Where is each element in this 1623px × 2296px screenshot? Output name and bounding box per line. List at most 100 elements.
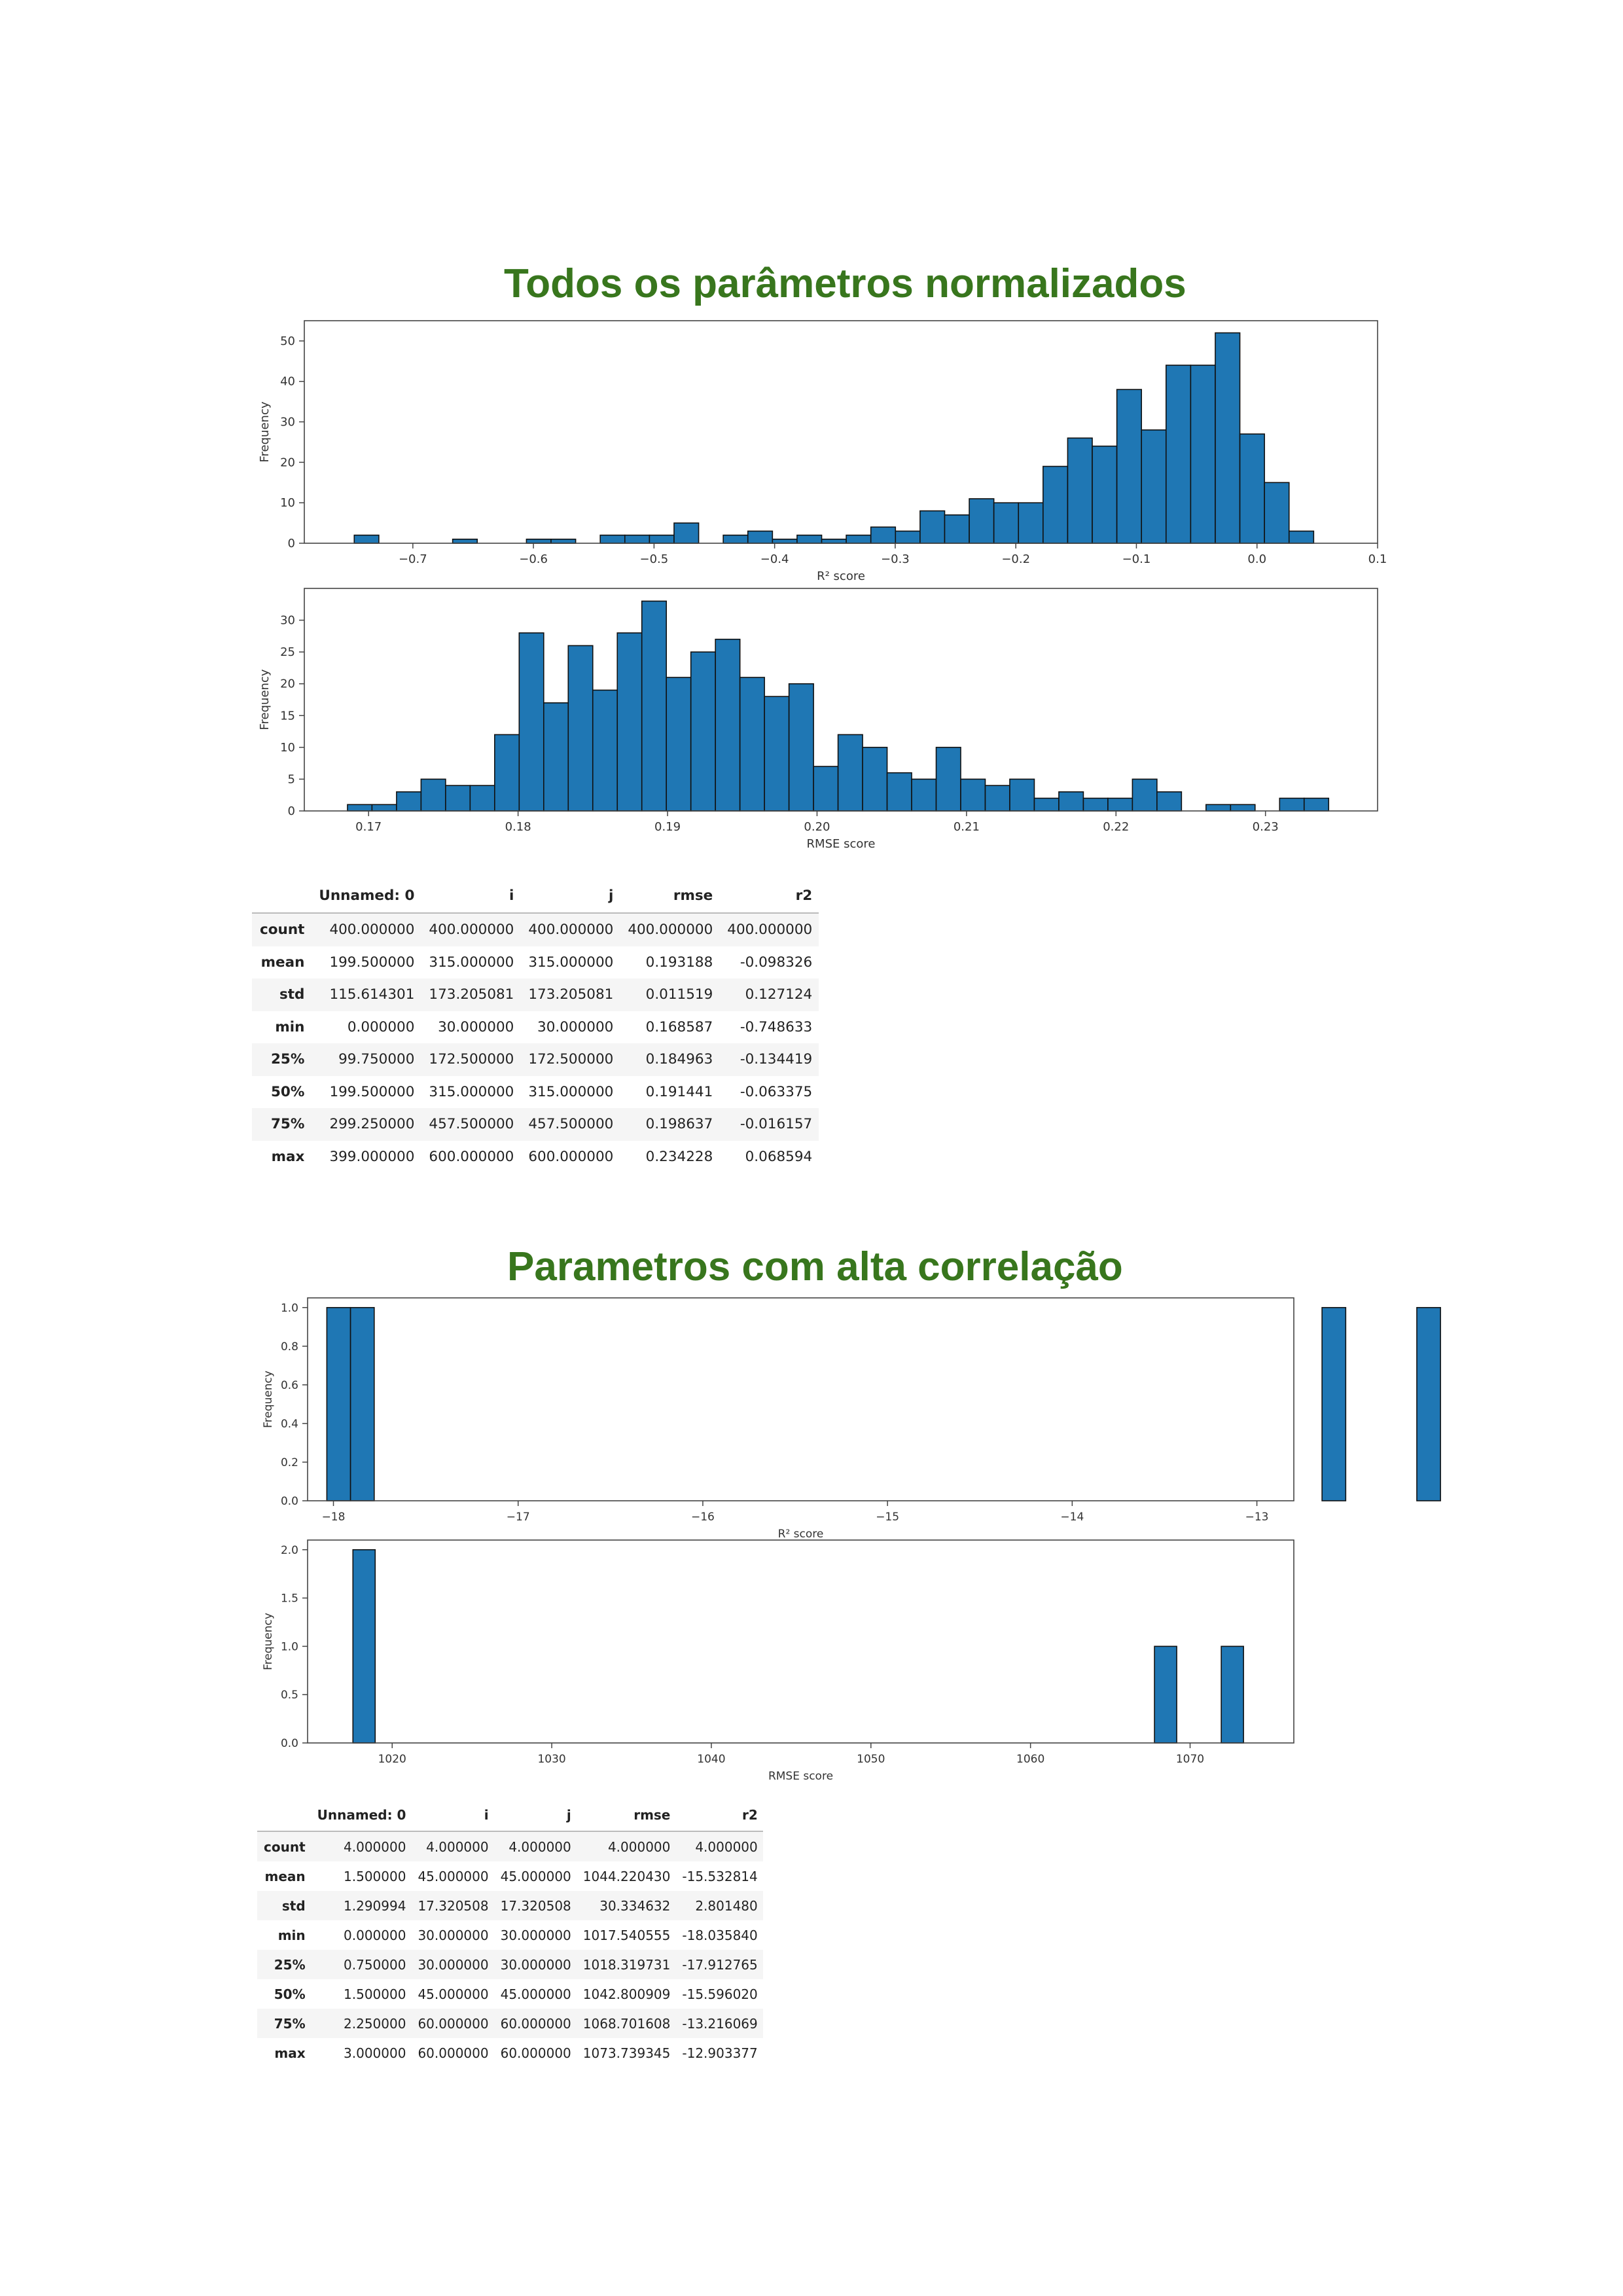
table-row: min 0.000000 30.000000 30.000000 1017.540555… <box>257 1920 763 1950</box>
table-cell: 30.000000 <box>418 1927 489 1943</box>
table-cell: 115.614301 <box>329 986 415 1003</box>
table-cell: 457.500000 <box>528 1116 614 1133</box>
table-cell: 60.000000 <box>500 2015 571 2032</box>
x-axis-label: R² score <box>778 1528 824 1541</box>
table-cell: 400.000000 <box>429 922 514 939</box>
table-cell: -0.016157 <box>740 1116 813 1133</box>
table-cell: 4.000000 <box>508 1839 571 1855</box>
table-cell: 45.000000 <box>418 1986 489 2002</box>
table-header-row: Unnamed: 0 i j rmse r2 <box>252 878 819 914</box>
histogram-bar <box>715 638 741 812</box>
table-cell: 1017.540555 <box>582 1927 671 1943</box>
x-tick-label: 1040 <box>697 1753 725 1766</box>
x-tick-label: −14 <box>1060 1511 1084 1524</box>
y-tick-label: 0 <box>288 804 295 818</box>
table-cell: -15.596020 <box>682 1986 758 2002</box>
y-axis-label: Frequency <box>262 1613 275 1670</box>
histogram-bar <box>352 1549 376 1744</box>
y-tick-label: 15 <box>280 709 295 723</box>
table-cell: 0.000000 <box>347 1018 415 1035</box>
table-cell: -0.098326 <box>740 954 813 971</box>
column-header: i <box>421 878 521 914</box>
table-cell: 600.000000 <box>429 1148 514 1165</box>
histogram-bar <box>1067 437 1093 544</box>
table-row: min 0.000000 30.000000 30.000000 0.168587 -0.… <box>252 1011 819 1044</box>
table-row: 50% 1.500000 45.000000 45.000000 1042.800909… <box>257 1979 763 2009</box>
x-tick-label: 1060 <box>1016 1753 1044 1766</box>
y-tick-label: 2.0 <box>281 1544 298 1557</box>
table-cell: 299.250000 <box>329 1116 415 1133</box>
histogram-bar <box>1239 433 1265 544</box>
table-row: std 1.290994 17.320508 17.320508 30.334632 2.… <box>257 1891 763 1920</box>
x-tick-label: −0.4 <box>760 552 789 566</box>
table-cell: -0.063375 <box>740 1083 813 1100</box>
histogram-bar <box>813 766 839 812</box>
x-tick-label: 0.20 <box>804 820 830 834</box>
x-tick-label: −0.1 <box>1122 552 1151 566</box>
table-cell: 30.000000 <box>438 1018 514 1035</box>
histogram-bar <box>1141 429 1167 544</box>
stats-table-body: count 4.000000 4.000000 4.000000 4.000000 4.0… <box>257 1831 763 2068</box>
histogram-bar <box>837 734 863 812</box>
table-cell: 30.000000 <box>500 1927 571 1943</box>
table-cell: 30.000000 <box>537 1018 614 1035</box>
histogram-bar <box>1416 1306 1441 1501</box>
row-label: min <box>277 1927 306 1943</box>
table-cell: 172.500000 <box>429 1051 514 1068</box>
y-tick-label: 10 <box>280 741 295 755</box>
table-cell: 45.000000 <box>418 1868 489 1884</box>
histogram-bar <box>543 702 569 812</box>
row-label: 75% <box>274 2015 306 2032</box>
stats-table-body: count 400.000000 400.000000 400.000000 400.0… <box>252 913 819 1173</box>
histogram-bar <box>1043 465 1069 544</box>
stats-table-header: Unnamed: 0 i j rmse r2 <box>257 1799 763 1832</box>
table-cell: -12.903377 <box>682 2045 758 2061</box>
table-cell: 173.205081 <box>429 986 514 1003</box>
x-tick-label: 0.23 <box>1253 820 1279 834</box>
table-cell: 60.000000 <box>418 2015 489 2032</box>
table-cell: -18.035840 <box>682 1927 758 1943</box>
y-tick-label: 1.0 <box>281 1302 298 1315</box>
x-tick-label: 0.18 <box>505 820 531 834</box>
table-cell: 17.320508 <box>500 1897 571 1914</box>
row-label: max <box>274 2045 306 2061</box>
table-cell: 457.500000 <box>429 1116 514 1133</box>
x-axis-label: RMSE score <box>768 1770 833 1783</box>
table-cell: 1018.319731 <box>582 1956 671 1973</box>
y-axis-label: Frequency <box>262 1371 275 1428</box>
table-cell: 0.750000 <box>344 1956 406 1973</box>
table-cell: 173.205081 <box>528 986 614 1003</box>
row-label: mean <box>260 954 305 971</box>
x-tick-label: 0.17 <box>355 820 382 834</box>
table-cell: 0.068594 <box>745 1148 813 1165</box>
histogram-bar <box>764 696 790 812</box>
row-label: std <box>279 986 305 1003</box>
x-tick-label: −0.7 <box>399 552 427 566</box>
y-tick-label: 0 <box>288 537 295 550</box>
table-cell: 4.000000 <box>344 1839 406 1855</box>
table-cell: 30.000000 <box>418 1956 489 1973</box>
table-cell: 1.500000 <box>344 1868 406 1884</box>
histogram-bar <box>862 747 888 812</box>
plot-frame <box>307 1297 1294 1501</box>
y-tick-label: 0.8 <box>281 1340 298 1354</box>
x-tick-label: 1030 <box>537 1753 565 1766</box>
table-row: count 400.000000 400.000000 400.000000 400.0… <box>252 913 819 946</box>
table-cell: 0.193188 <box>645 954 713 971</box>
table-cell: 4.000000 <box>607 1839 671 1855</box>
row-label: max <box>271 1148 305 1165</box>
table-row: 25% 0.750000 30.000000 30.000000 1018.319731… <box>257 1950 763 1979</box>
table-cell: 399.000000 <box>329 1148 415 1165</box>
table-cell: 30.000000 <box>500 1956 571 1973</box>
y-tick-label: 0.0 <box>281 1737 298 1750</box>
stats-table-header: Unnamed: 0 i j rmse r2 <box>252 878 819 914</box>
table-cell: 30.334632 <box>599 1897 671 1914</box>
table-cell: 0.198637 <box>645 1116 713 1133</box>
table-row: max 3.000000 60.000000 60.000000 1073.739345… <box>257 2038 763 2068</box>
table-cell: 400.000000 <box>727 922 813 939</box>
x-tick-label: −0.2 <box>1001 552 1030 566</box>
histogram-bar <box>420 778 446 812</box>
table-row: mean 199.500000 315.000000 315.000000 0.1931… <box>252 946 819 979</box>
